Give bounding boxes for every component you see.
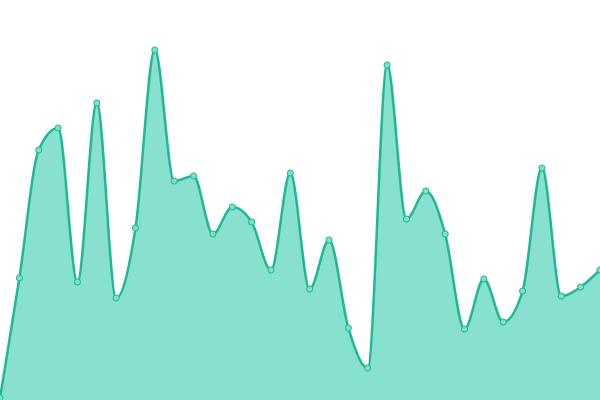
point [325,236,333,244]
point [248,218,256,226]
point [461,325,469,333]
point [15,274,23,282]
point [441,230,449,238]
point [131,224,139,232]
point [151,46,159,54]
area [0,50,600,400]
point [267,266,275,274]
point [364,364,372,372]
point [73,278,81,286]
point [577,283,585,291]
point [538,164,546,172]
point [344,324,352,332]
point [0,394,4,400]
point [383,61,391,69]
point [190,172,198,180]
point [35,146,43,154]
point [422,187,430,195]
point [112,294,120,302]
point [596,266,600,274]
point [54,124,62,132]
point [557,292,565,300]
point [402,215,410,223]
point [499,318,507,326]
point [286,169,294,177]
point [228,203,236,211]
point [170,177,178,185]
point [93,99,101,107]
point [306,285,314,293]
point [480,275,488,283]
point [209,230,217,238]
point [519,287,527,295]
